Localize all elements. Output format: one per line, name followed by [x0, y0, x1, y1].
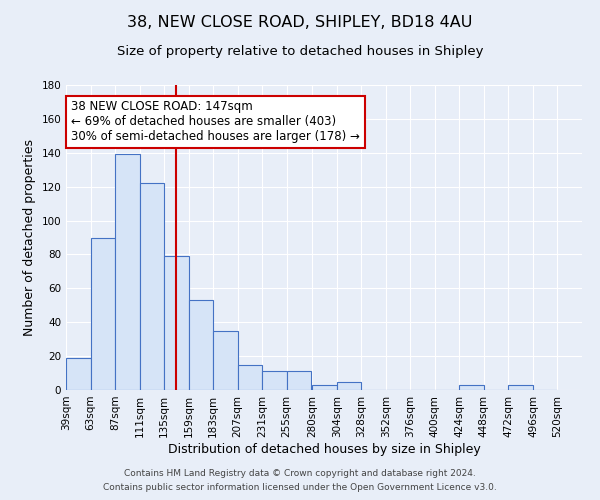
Text: 38 NEW CLOSE ROAD: 147sqm
← 69% of detached houses are smaller (403)
30% of semi: 38 NEW CLOSE ROAD: 147sqm ← 69% of detac…	[71, 100, 360, 143]
Bar	[188, 300, 213, 390]
Text: Contains HM Land Registry data © Crown copyright and database right 2024.: Contains HM Land Registry data © Crown c…	[124, 468, 476, 477]
X-axis label: Distribution of detached houses by size in Shipley: Distribution of detached houses by size …	[167, 442, 481, 456]
Bar	[508, 385, 533, 390]
Bar	[91, 238, 115, 390]
Bar	[337, 382, 361, 390]
Text: 38, NEW CLOSE ROAD, SHIPLEY, BD18 4AU: 38, NEW CLOSE ROAD, SHIPLEY, BD18 4AU	[127, 15, 473, 30]
Bar	[238, 364, 262, 390]
Bar	[164, 256, 188, 390]
Y-axis label: Number of detached properties: Number of detached properties	[23, 139, 36, 336]
Bar	[287, 372, 311, 390]
Bar	[115, 154, 140, 390]
Text: Size of property relative to detached houses in Shipley: Size of property relative to detached ho…	[117, 45, 483, 58]
Bar	[262, 372, 287, 390]
Bar	[312, 385, 337, 390]
Bar	[140, 184, 164, 390]
Bar	[460, 385, 484, 390]
Text: Contains public sector information licensed under the Open Government Licence v3: Contains public sector information licen…	[103, 484, 497, 492]
Bar	[66, 358, 91, 390]
Bar	[213, 330, 238, 390]
